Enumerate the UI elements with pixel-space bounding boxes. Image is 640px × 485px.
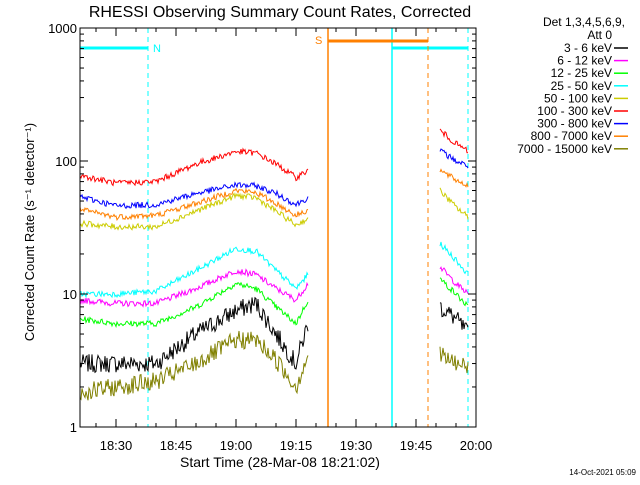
series-line-segment-1 bbox=[79, 192, 309, 231]
series-line-segment-1 bbox=[79, 268, 309, 308]
legend-label-2: 6 - 12 keV bbox=[557, 54, 612, 68]
series-7 bbox=[79, 148, 469, 210]
series-line-segment-2 bbox=[439, 302, 469, 330]
x-tick-label-5: 19:30 bbox=[340, 438, 373, 453]
background-bars: NS bbox=[80, 28, 469, 427]
series-2 bbox=[79, 266, 469, 308]
legend-label-6: 100 - 300 keV bbox=[537, 104, 612, 118]
y-tick-label-4: 1000 bbox=[48, 21, 77, 36]
saa-annotation-label: S bbox=[315, 35, 322, 47]
series-6 bbox=[79, 128, 469, 187]
series-3 bbox=[79, 277, 469, 329]
y-tick-label-2: 10 bbox=[63, 287, 77, 302]
y-tick-label-3: 100 bbox=[55, 154, 77, 169]
series-line-segment-1 bbox=[79, 181, 309, 210]
x-tick-label-3: 19:00 bbox=[220, 438, 253, 453]
x-axis-label: Start Time (28-Mar-08 18:21:02) bbox=[180, 454, 380, 470]
series-line-segment-1 bbox=[79, 296, 309, 374]
legend-header-line-1: Det 1,3,4,5,6,9, bbox=[543, 15, 625, 29]
legend-label-4: 25 - 50 keV bbox=[551, 79, 612, 93]
series-line-segment-1 bbox=[79, 246, 309, 299]
series-line-segment-2 bbox=[439, 128, 469, 154]
x-tick-label-2: 18:45 bbox=[160, 438, 193, 453]
series-line-segment-2 bbox=[439, 346, 469, 374]
series-1 bbox=[79, 296, 469, 374]
series-9 bbox=[79, 330, 469, 401]
legend-label-5: 50 - 100 keV bbox=[544, 91, 612, 105]
legend-label-9: 7000 - 15000 keV bbox=[517, 142, 612, 156]
series-line-segment-2 bbox=[439, 266, 469, 294]
night-annotation-label: N bbox=[153, 43, 161, 55]
y-axis-label: Corrected Count Rate (s⁻¹ detector⁻¹) bbox=[22, 123, 37, 341]
x-tick-label-7: 20:00 bbox=[460, 438, 493, 453]
chart-title: RHESSI Observing Summary Count Rates, Co… bbox=[89, 4, 471, 21]
series-line-segment-2 bbox=[439, 241, 469, 275]
x-tick-label-6: 19:45 bbox=[400, 438, 433, 453]
legend-label-1: 3 - 6 keV bbox=[564, 41, 612, 55]
series-line-segment-2 bbox=[439, 277, 469, 307]
series-line-segment-2 bbox=[439, 187, 469, 220]
series-5 bbox=[79, 187, 469, 231]
series-line-segment-2 bbox=[439, 148, 469, 169]
series-line-segment-1 bbox=[79, 147, 309, 187]
series-line-segment-1 bbox=[79, 281, 309, 329]
x-tick-label-4: 19:15 bbox=[280, 438, 313, 453]
footer-date: 14-Oct-2021 05:09 bbox=[569, 468, 636, 477]
series-8 bbox=[79, 168, 469, 221]
series-4 bbox=[79, 241, 469, 299]
series-line-segment-1 bbox=[79, 330, 309, 401]
x-tick-label-1: 18:30 bbox=[100, 438, 133, 453]
legend-label-8: 800 - 7000 keV bbox=[531, 129, 612, 143]
legend-label-7: 300 - 800 keV bbox=[537, 117, 612, 131]
plot-frame bbox=[79, 27, 477, 428]
series-line-segment-1 bbox=[79, 187, 309, 221]
series-layer bbox=[79, 128, 469, 401]
axes-layer: 1 10 100 1000 18:30 18:45 19:00 19:15 19:30 19:45… bbox=[48, 21, 492, 453]
legend-header-line-2: Att 0 bbox=[587, 28, 612, 42]
y-tick-label-1: 1 bbox=[70, 420, 77, 435]
legend-label-3: 12 - 25 keV bbox=[551, 66, 612, 80]
series-line-segment-2 bbox=[439, 168, 469, 188]
